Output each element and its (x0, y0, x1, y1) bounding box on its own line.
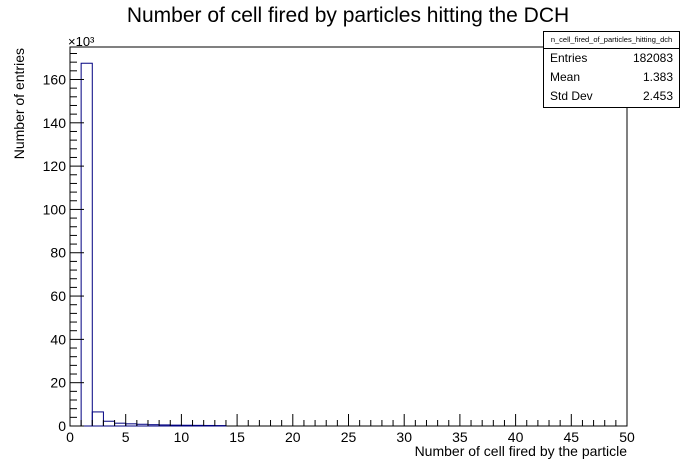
x-tick-label: 30 (396, 429, 412, 445)
x-axis-label: Number of cell fired by the particle (415, 443, 628, 459)
histogram-bin (180, 424, 194, 427)
histogram-bin (203, 424, 216, 427)
y-tick-label: 0 (58, 418, 66, 434)
x-tick-label: 5 (122, 429, 130, 445)
histogram-bin (114, 422, 127, 427)
y-tick-label: 80 (50, 245, 66, 261)
y-axis-multiplier: ×10³ (68, 34, 95, 49)
stats-value: 182083 (632, 51, 673, 65)
y-tick-label: 20 (50, 375, 66, 391)
histogram-bin (158, 424, 171, 427)
histogram-bin (192, 424, 205, 427)
stats-value: 2.453 (642, 89, 673, 103)
stats-row-mean: Mean 1.383 (544, 68, 679, 87)
stats-row-stddev: Std Dev 2.453 (544, 87, 679, 106)
histogram-bin (125, 423, 138, 427)
x-tick-label: 0 (66, 429, 74, 445)
y-tick-label: 160 (43, 71, 67, 87)
stats-box: n_cell_fired_of_particles_hitting_dch En… (543, 31, 680, 108)
y-tick-label: 60 (50, 288, 66, 304)
histogram-bin (102, 420, 116, 427)
stats-row-entries: Entries 182083 (544, 49, 679, 68)
stats-label: Entries (550, 51, 588, 65)
histogram-bin (136, 423, 149, 427)
y-axis-label: Number of entries (11, 48, 27, 159)
histogram-bin (80, 62, 93, 427)
y-tick-label: 40 (50, 331, 66, 347)
x-tick-label: 10 (174, 429, 190, 445)
histogram-bin (147, 424, 160, 427)
stats-value: 1.383 (642, 70, 673, 84)
x-tick-label: 45 (564, 429, 580, 445)
chart-title: Number of cell fired by particles hittin… (126, 4, 570, 27)
y-tick-label: 120 (43, 158, 67, 174)
x-tick-label: 20 (285, 429, 301, 445)
x-axis: 0 5 10 15 20 25 30 35 40 45 50 (66, 414, 635, 445)
x-tick-label: 40 (508, 429, 524, 445)
histogram-bin (169, 424, 182, 427)
histogram-bin (91, 411, 104, 427)
stats-label: Std Dev (550, 89, 593, 103)
x-tick-label: 50 (619, 429, 635, 445)
x-tick-label: 15 (229, 429, 245, 445)
y-tick-label: 100 (43, 201, 67, 217)
y-tick-label: 140 (43, 115, 67, 131)
y-axis: 0 20 40 60 80 100 120 140 160 (43, 52, 84, 434)
stats-label: Mean (550, 70, 581, 84)
x-tick-label: 25 (341, 429, 357, 445)
x-tick-label: 35 (452, 429, 468, 445)
stats-box-title: n_cell_fired_of_particles_hitting_dch (544, 32, 679, 49)
histogram-bars (80, 62, 227, 427)
